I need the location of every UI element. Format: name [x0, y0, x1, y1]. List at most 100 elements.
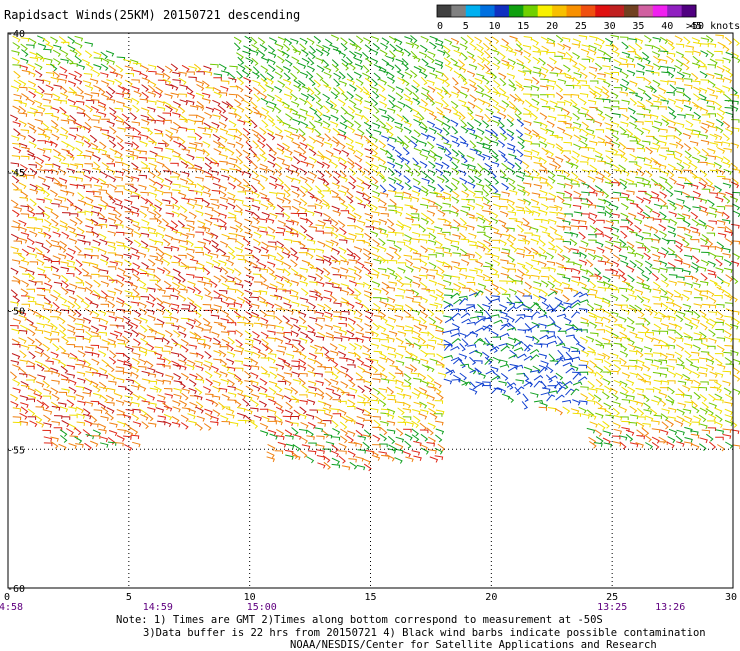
wind-barb [508, 182, 517, 191]
wind-barb [386, 63, 395, 71]
wind-barb [386, 71, 395, 79]
wind-barb [668, 359, 677, 364]
wind-barb [186, 128, 196, 133]
wind-barb [108, 430, 118, 437]
wind-barb [531, 311, 541, 318]
wind-barb [42, 133, 51, 141]
wind-barb [195, 251, 204, 256]
wind-barb [477, 224, 486, 232]
wind-barb [468, 189, 476, 197]
wind-barb [714, 72, 723, 79]
wind-barb [605, 150, 614, 156]
wind-barb [66, 288, 75, 295]
wind-barb [601, 98, 611, 103]
wind-barb [337, 220, 346, 228]
wind-barb [708, 379, 718, 384]
wind-barb [506, 227, 515, 232]
wind-barb [651, 94, 661, 101]
wind-barb [650, 178, 659, 187]
wind-barb [372, 154, 381, 161]
wind-barb [356, 282, 365, 288]
wind-barb [123, 105, 132, 112]
wind-barb [147, 113, 155, 122]
wind-barb [45, 360, 54, 365]
wind-barb [66, 150, 74, 159]
wind-barb [667, 315, 676, 321]
wind-barb [642, 177, 651, 185]
wind-barb [330, 359, 339, 368]
wind-barb [355, 233, 364, 238]
wind-barb [714, 255, 724, 260]
wind-barb [587, 204, 597, 209]
wind-barb [114, 254, 124, 259]
wind-barb [161, 218, 170, 227]
wind-barb [429, 412, 438, 420]
wind-barb [643, 402, 651, 410]
wind-barb [77, 211, 86, 216]
wind-barb [132, 393, 141, 401]
wind-barb [324, 311, 333, 318]
wind-barb [553, 323, 562, 332]
wind-barb [532, 252, 542, 258]
wind-barb [321, 202, 331, 210]
wind-barb [267, 266, 275, 275]
wind-barb [426, 374, 435, 383]
wind-barb [69, 49, 78, 57]
wind-barb [482, 153, 491, 161]
wind-barb [404, 135, 412, 144]
wind-barb [650, 71, 660, 77]
wind-barb [466, 203, 476, 211]
wind-barb [258, 400, 268, 408]
wind-barb [149, 255, 159, 261]
wind-barb [588, 234, 597, 238]
wind-barb [730, 100, 739, 105]
wind-barb [684, 275, 694, 280]
wind-barb [163, 413, 173, 421]
wind-barb [258, 351, 267, 359]
wind-barb [706, 99, 715, 105]
wind-barb [173, 330, 181, 338]
wind-barb [307, 370, 316, 377]
wind-barb [561, 281, 571, 289]
wind-barb [677, 281, 686, 286]
wind-barb [716, 175, 726, 180]
wind-barb [539, 156, 547, 165]
wind-barb [100, 72, 109, 78]
wind-barb [107, 230, 116, 237]
wind-barb [349, 175, 357, 184]
wind-barb [323, 274, 332, 283]
wind-barb [322, 190, 332, 195]
wind-barb [700, 37, 710, 43]
wind-barb [91, 230, 100, 238]
wind-barb [516, 252, 525, 258]
wind-barb [666, 70, 675, 79]
wind-barb [700, 139, 710, 145]
wind-barb [210, 415, 219, 422]
wind-barb [404, 234, 413, 242]
wind-barb [731, 127, 740, 132]
wind-barb [461, 259, 470, 266]
wind-barb [138, 332, 147, 340]
wind-barb [308, 302, 316, 310]
wind-barb [355, 309, 363, 318]
wind-barb [698, 223, 708, 230]
wind-barb [645, 70, 655, 75]
wind-barb [404, 71, 413, 79]
wind-barb [684, 323, 694, 330]
wind-barb [562, 202, 572, 208]
wind-barb [475, 114, 484, 121]
wind-barb [162, 139, 170, 148]
wind-barb [625, 56, 635, 63]
wind-barb [498, 112, 507, 119]
wind-barb [261, 107, 270, 115]
wind-barb [637, 212, 646, 220]
wind-barb [517, 136, 525, 144]
wind-barb [277, 345, 287, 351]
wind-barb [401, 58, 409, 67]
wind-barb [227, 191, 236, 199]
wind-barb [65, 190, 75, 197]
wind-barb [595, 233, 604, 238]
wind-barb [347, 217, 356, 223]
wind-barb [339, 170, 347, 179]
wind-barb [522, 217, 530, 226]
